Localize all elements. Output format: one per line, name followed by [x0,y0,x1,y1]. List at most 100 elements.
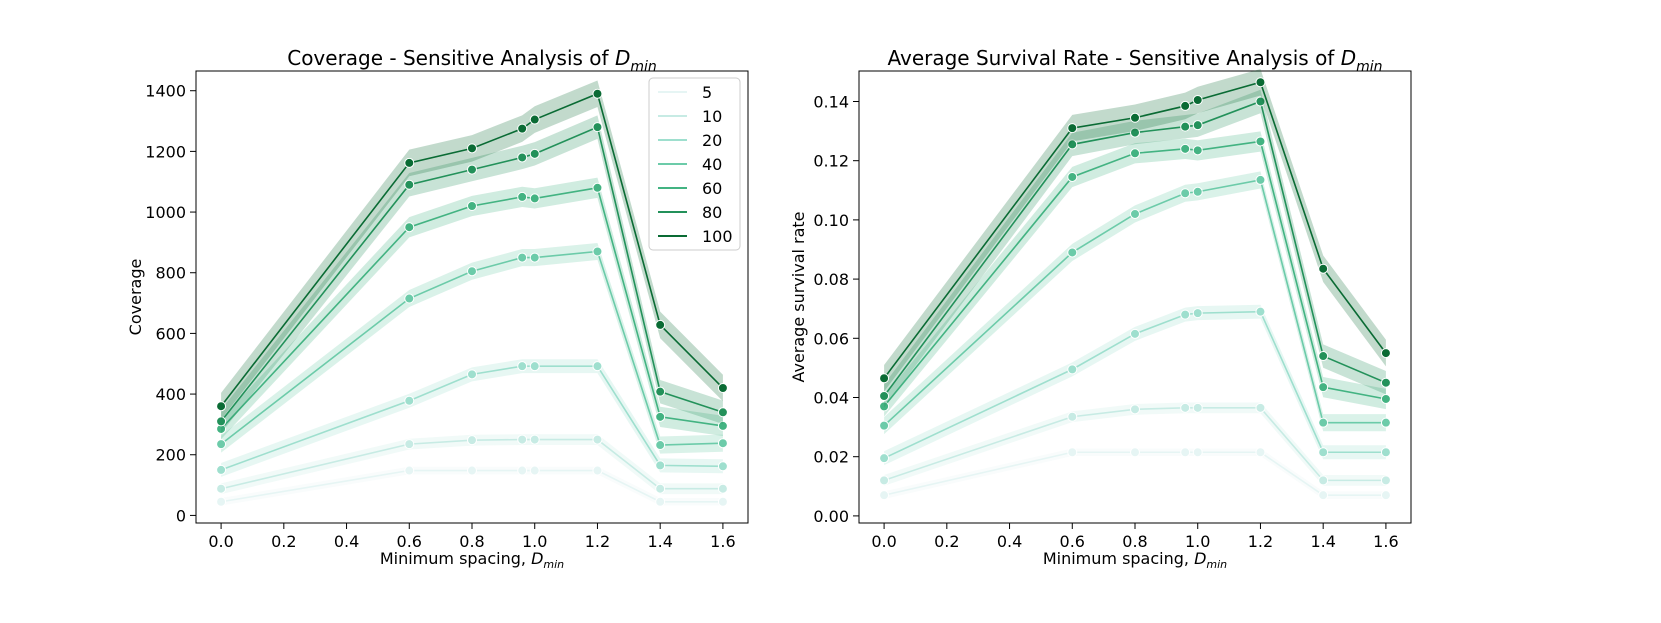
chart-title-subscript: min [1356,59,1382,75]
data-point [655,460,666,471]
series-ci-band [884,131,1386,417]
data-point [467,266,477,277]
data-point [655,496,666,507]
data-point [529,193,540,204]
series-60 [879,131,1391,417]
series-ci-band [221,115,723,434]
data-point [1192,447,1203,458]
series-40 [879,171,1391,435]
data-point [1380,490,1391,501]
chart-title-variable: D [615,46,630,70]
series-100 [216,80,728,420]
data-point [1380,417,1391,428]
data-point [517,434,528,445]
data-point [879,373,890,384]
series-40 [216,242,728,454]
data-point [1255,447,1266,458]
x-tick-label: 1.0 [1185,532,1210,551]
data-point [1067,364,1078,375]
data-point [529,465,540,476]
x-tick-label: 0.8 [1122,532,1147,551]
series-line [220,365,723,471]
legend: 5 10 20 40 60 80 100 [648,77,741,251]
data-point [517,191,528,202]
data-point [1067,247,1078,258]
data-point [592,182,603,193]
data-point [1130,328,1140,339]
data-point [1255,136,1266,147]
x-tick-label: 1.6 [1373,532,1398,551]
y-tick-label: 0.04 [813,388,849,407]
data-point [1130,127,1140,138]
x-tick-label: 1.4 [1310,532,1335,551]
y-tick-label: 400 [155,385,186,404]
data-point [404,439,415,450]
data-point [1067,411,1078,422]
data-point [529,252,540,263]
x-tick-label: 1.0 [522,532,547,551]
x-tick-label: 1.4 [647,532,672,551]
x-axis-label-variable: D [531,549,543,568]
data-point [467,369,477,380]
legend-label: 20 [702,131,722,150]
data-point [1318,351,1329,362]
data-point [1192,120,1203,131]
data-point [529,114,540,125]
x-tick-label: 0.4 [997,532,1022,551]
data-point [467,200,477,211]
data-point [216,401,227,412]
legend-label: 60 [702,179,722,198]
data-point [467,143,477,154]
data-point [592,246,603,257]
data-point [1067,123,1078,134]
data-point [1192,95,1203,106]
data-point [1318,382,1329,393]
y-tick-label: 600 [155,324,186,343]
data-point [1192,308,1203,319]
legend-label: 10 [702,107,722,126]
data-point [1255,77,1266,88]
data-point [879,453,890,464]
series-20 [879,304,1391,466]
data-point [517,152,528,163]
data-point [1180,121,1191,132]
data-point [404,465,415,476]
y-tick-label: 1200 [145,142,186,161]
data-point [1380,393,1391,404]
data-point [467,465,477,476]
series-5 [879,447,1391,501]
y-tick-label: 800 [155,264,186,283]
data-point [1130,208,1140,219]
data-point [404,293,415,304]
data-point [517,361,528,372]
data-point [1380,377,1391,388]
data-point [592,88,603,99]
data-point [1380,348,1391,359]
y-tick-label: 0.02 [813,448,849,467]
data-point [655,319,666,330]
data-point [1380,447,1391,458]
y-tick-label: 0.00 [813,507,849,526]
data-point [1067,171,1078,182]
series-ci-band [884,448,1386,499]
data-point [1318,490,1329,501]
series-80 [879,89,1391,408]
series-line [883,179,1386,427]
data-point [1180,447,1191,458]
data-point [216,483,227,494]
y-tick-label: 0.14 [813,92,849,111]
data-point [517,123,528,134]
data-point [655,483,666,494]
series-ci-band [884,402,1386,486]
legend-label: 5 [702,83,712,102]
data-point [879,490,890,501]
data-point [879,475,890,486]
y-tick-label: 0.08 [813,270,849,289]
legend-label: 40 [702,155,722,174]
series-line [220,92,724,407]
series-line [220,186,724,430]
data-point [717,496,728,507]
y-axis-label: Coverage [126,259,145,336]
x-axis-label: Minimum spacing, Dmin [1043,549,1227,571]
series-line [220,438,723,490]
